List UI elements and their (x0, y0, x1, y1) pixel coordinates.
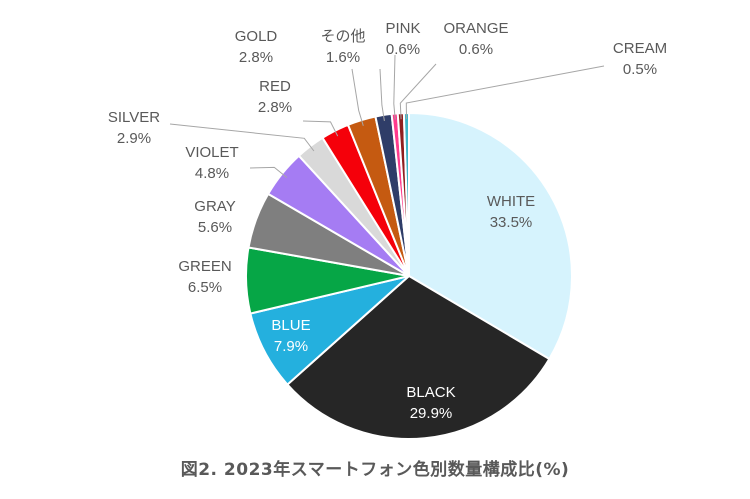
label-green: GREEN (178, 258, 231, 275)
value-green: 6.5% (188, 279, 222, 296)
label-orange: ORANGE (443, 20, 508, 37)
value-cream: 0.5% (623, 61, 657, 78)
label-white: WHITE (487, 193, 535, 210)
label-red: RED (259, 78, 291, 95)
slice-labels: WHITE 33.5% BLACK 29.9% BLUE 7.9% GREEN 6.5% GRA… (108, 20, 667, 422)
label-pink: PINK (385, 20, 420, 37)
label-silver: SILVER (108, 109, 160, 126)
value-gold: 2.8% (239, 49, 273, 66)
value-orange: 0.6% (459, 41, 493, 58)
label-black: BLACK (406, 384, 455, 401)
value-violet: 4.8% (195, 165, 229, 182)
label-gold: GOLD (235, 28, 278, 45)
leader-red (302, 120, 339, 137)
leader-gold (351, 68, 364, 126)
label-gray: GRAY (194, 198, 235, 215)
chart-title: 図2. 2023年スマートフォン色別数量構成比(%) (180, 460, 570, 480)
value-white: 33.5% (490, 214, 533, 231)
value-black: 29.9% (410, 405, 453, 422)
leader-cream (405, 65, 605, 120)
leader-lines (169, 54, 605, 178)
label-blue: BLUE (271, 317, 310, 334)
value-pink: 0.6% (386, 41, 420, 58)
leader-silver (169, 123, 315, 152)
label-other-9: その他 (320, 28, 365, 45)
value-red: 2.8% (258, 99, 292, 116)
value-gray: 5.6% (198, 219, 232, 236)
leader-pink (393, 54, 396, 120)
leader-violet (249, 166, 288, 178)
value-blue: 7.9% (274, 338, 308, 355)
slice-white (408, 111, 573, 361)
pie-slices (245, 111, 573, 440)
label-violet: VIOLET (185, 144, 238, 161)
label-cream: CREAM (613, 40, 667, 57)
value-silver: 2.9% (117, 130, 151, 147)
slice-black (285, 274, 551, 440)
leader-other-9 (379, 68, 385, 121)
value-other-9: 1.6% (326, 49, 360, 66)
leader-orange (399, 63, 437, 120)
